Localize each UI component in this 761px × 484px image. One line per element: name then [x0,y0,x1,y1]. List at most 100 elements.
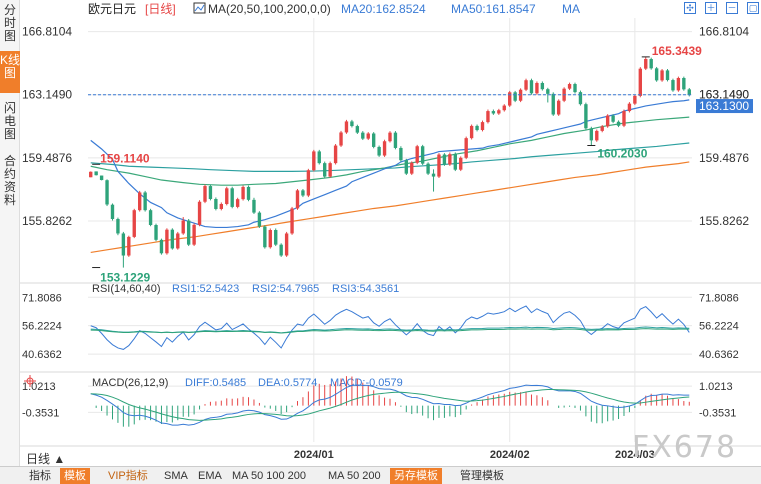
ma-50-200-button[interactable]: MA 50 200 [328,470,381,482]
tab-kline[interactable]: K线图 [0,51,20,93]
candle-body [404,160,409,174]
candle-body [654,68,659,81]
candle-body [154,225,158,240]
vip-indicator-button[interactable]: VIP指标 [108,470,148,482]
candle-body [366,133,370,139]
indicator-button[interactable]: 指标 [29,470,51,482]
tab-timeshare[interactable]: 分时图 [3,3,16,43]
candle-body [584,104,588,129]
zoom-out-icon[interactable]: － [726,2,738,14]
candle-body [687,89,691,96]
candle-body [312,151,316,171]
candle-body [138,192,142,211]
ma-indicator-label: MA(20,50,100,200,0,0) [208,2,331,16]
manage-template-button[interactable]: 管理模板 [460,470,504,482]
price-tick-label: 163.1490 [699,88,749,102]
rsi-tick-label: 71.8086 [699,292,739,304]
candle-body [529,80,534,94]
candle-body [339,132,343,146]
dea-line [90,389,690,421]
candle-body [682,77,686,90]
macd-tick-label: 1.0213 [699,381,733,393]
ema-button[interactable]: EMA [198,470,222,482]
candle-body [263,226,267,248]
candle-body [323,163,327,177]
tab-contract-info[interactable]: 合约资料 [3,154,16,207]
candle-body [203,186,207,202]
rsi-label: RSI(14,60,40) [92,283,160,295]
candle-body [660,70,664,81]
last-price-tick: 163.1490 [699,88,749,102]
rsi-line-rsi1 [90,305,690,350]
period-selector[interactable]: 日线 ▲ [26,452,66,466]
macd-label: MACD(26,12,9) [92,377,168,389]
candle-body [442,154,447,165]
macd-settings-icon[interactable] [24,375,36,387]
candle-body [350,121,354,127]
candle-body [649,59,653,69]
template-button[interactable]: 模板 [60,468,90,484]
candle-body [192,224,196,245]
candle-body [371,133,376,147]
candle-body [605,115,610,127]
candle-body [546,89,550,94]
extreme-price-label: 159.1140 [100,151,150,165]
candle-body [665,70,670,81]
period-tag[interactable]: [日线] [145,2,176,16]
candle-body [355,126,360,133]
rsi3-value: RSI3:54.3561 [332,283,399,295]
candle-body [328,163,332,177]
rsi2-value: RSI2:54.7965 [252,283,319,295]
candle-body [165,229,169,254]
candle-body [274,230,278,245]
price-tick-label-left: 159.4876 [22,151,72,165]
candle-body [94,171,98,176]
price-tick-label-left: 155.8262 [22,214,72,228]
fullscreen-icon[interactable]: ▢ [747,2,759,14]
grid-lines [20,18,761,447]
last-price-badge [696,99,753,114]
candle-body [540,82,545,90]
candle-body [426,163,430,174]
macd-tick-label: -0.3531 [699,407,736,419]
macd-value: MACD:-0.0579 [330,377,403,389]
candle-body [170,229,175,249]
expand-icon[interactable]: ✣ [684,2,696,14]
candle-body [225,188,229,204]
rsi-tick-label-left: 56.2224 [22,321,62,333]
symbol-name: 欧元日元 [88,2,136,16]
candle-body [197,201,202,225]
candle-body [573,84,577,93]
zoom-in-icon[interactable]: ＋ [705,2,717,14]
candle-body [388,132,392,142]
candle-body [459,157,463,170]
ma-more-label: MA [562,2,580,16]
rsi-tick-label: 56.2224 [699,321,739,333]
tab-flash-chart[interactable]: 闪电图 [3,101,16,141]
candle-body [148,210,153,226]
candle-body [382,141,387,156]
candle-body [290,208,294,234]
candle-body [627,103,632,112]
save-template-button[interactable]: 另存模板 [390,468,442,484]
candle-body [497,110,501,114]
candle-body [589,128,594,141]
ma-50-100-200-button[interactable]: MA 50 100 200 [232,470,307,482]
candle-body [595,130,599,141]
diff-value: DIFF:0.5485 [185,377,246,389]
ma-settings-icon[interactable] [193,2,206,14]
rsi-tick-label: 40.6362 [699,349,739,361]
candle-body [333,145,338,164]
candle-body [181,220,185,234]
candle-body [431,173,436,177]
candle-body [448,154,452,165]
candle-body [671,80,675,91]
date-axis: 2024/01 2024/02 2024/03 [294,449,655,461]
last-price-label: 163.1300 [699,99,749,113]
candle-body [486,111,490,123]
rsi-line-rsi3 [90,328,690,334]
candle-body [361,132,365,139]
extreme-price-label: 160.2030 [597,147,647,161]
chart-canvas[interactable]: 166.8104 166.8104 163.1490 163.1490 159.4876… [20,0,761,466]
sma-button[interactable]: SMA [164,470,188,482]
